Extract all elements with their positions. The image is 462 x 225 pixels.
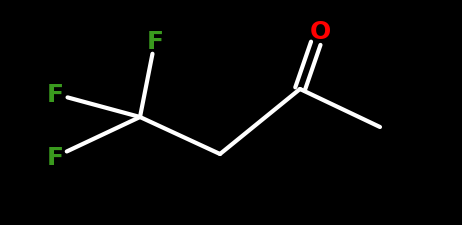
Text: O: O [310,20,331,44]
Text: F: F [47,145,63,169]
Text: F: F [146,30,164,54]
Text: F: F [47,83,63,106]
